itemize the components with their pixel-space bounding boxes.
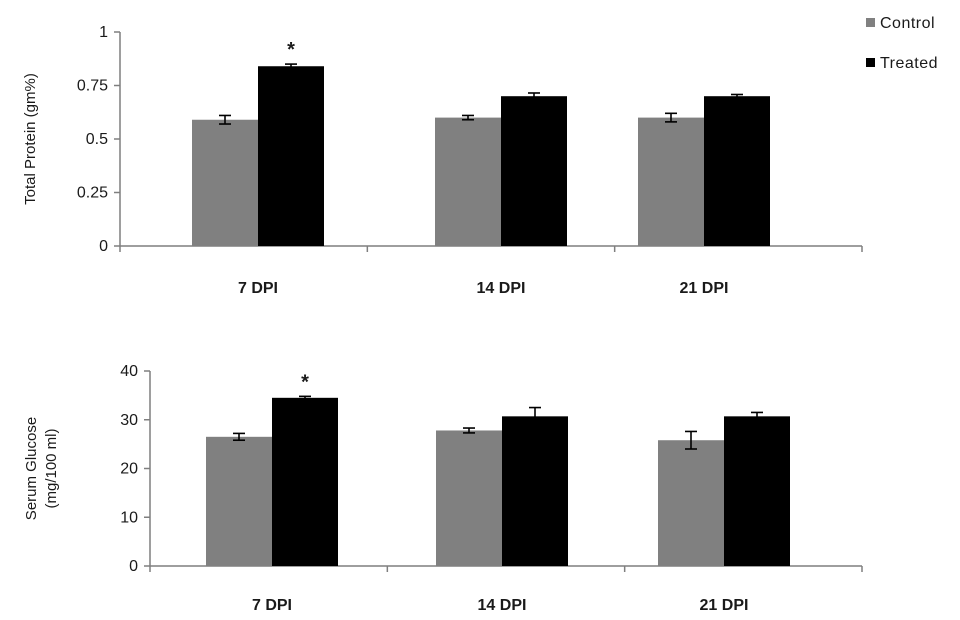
legend-swatch-treated: [866, 58, 875, 67]
y-axis-title: Total Protein (gm%): [22, 73, 39, 205]
y-tick-label: 30: [120, 412, 138, 429]
chart-panel-2: 0 10 20 30 40 7 DPI 14 DPI 21 DPI * Serum Glucose…: [23, 363, 863, 614]
y-tick-label: 0.25: [77, 185, 108, 202]
y-tick-label: 0.5: [86, 131, 108, 148]
bar-treated: [502, 416, 568, 566]
y-tick-label: 10: [120, 509, 138, 526]
x-category-label: 14 DPI: [477, 280, 526, 297]
y-tick-label: 0: [99, 238, 108, 255]
legend-swatch-control: [866, 18, 875, 27]
y-tick-label: 20: [120, 461, 138, 478]
bar-control: [658, 440, 724, 566]
x-category-label: 21 DPI: [700, 597, 749, 614]
bar-treated: [258, 66, 324, 247]
y-axis-title-line: (mg/100 ml): [43, 428, 60, 508]
bar-treated: [704, 96, 770, 246]
bar-control: [638, 117, 704, 246]
y-tick-label: 0.75: [77, 78, 108, 95]
bar-control: [192, 119, 258, 246]
bar-control: [436, 430, 502, 566]
y-tick-label: 1: [99, 24, 108, 41]
bar-control: [206, 436, 272, 566]
x-category-label: 14 DPI: [478, 597, 527, 614]
x-category-label: 21 DPI: [680, 280, 729, 297]
y-tick-label: 0: [129, 558, 138, 575]
x-category-label: 7 DPI: [252, 597, 292, 614]
y-axis-title-line: Total Protein (gm%): [22, 73, 39, 205]
chart-panel-1: 0 0.25 0.5 0.75 1 7 DPI 14 DPI 21 DPI * Total Pro…: [22, 24, 863, 297]
x-category-label: 7 DPI: [238, 280, 278, 297]
bar-treated: [272, 397, 338, 566]
y-axis-title-line: Serum Glucose: [23, 417, 40, 520]
bar-treated: [724, 416, 790, 566]
y-axis-title: Serum Glucose (mg/100 ml): [23, 417, 60, 520]
bar-treated: [501, 96, 567, 246]
legend: Control Treated: [866, 15, 938, 72]
significance-marker: *: [287, 39, 295, 61]
legend-label-control: Control: [880, 15, 935, 32]
significance-marker: *: [301, 371, 309, 393]
bar-control: [435, 117, 501, 246]
y-tick-label: 40: [120, 363, 138, 380]
legend-label-treated: Treated: [880, 55, 938, 72]
